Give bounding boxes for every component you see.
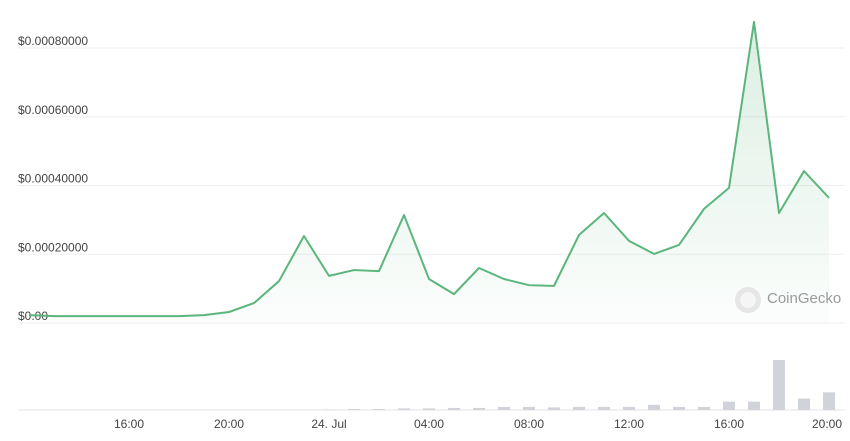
- volume-bar: [623, 406, 635, 410]
- volume-bar: [598, 406, 610, 410]
- y-tick-label: $0.00040000: [18, 172, 88, 186]
- volume-bar: [523, 406, 535, 410]
- x-tick-label: 24. Jul: [311, 417, 346, 431]
- volume-bar: [473, 407, 485, 410]
- volume-bar: [498, 406, 510, 410]
- volume-bar: [373, 408, 385, 410]
- volume-bar: [773, 360, 785, 410]
- y-tick-label: $0.00060000: [18, 103, 88, 117]
- volume-bar: [798, 398, 810, 410]
- volume-bar: [748, 401, 760, 410]
- x-tick-label: 16:00: [714, 417, 744, 431]
- volume-bar: [398, 408, 410, 410]
- y-tick-label: $0.00020000: [18, 240, 88, 254]
- x-tick-label: 20:00: [812, 417, 842, 431]
- volume-bar: [698, 406, 710, 410]
- x-tick-label: 08:00: [514, 417, 544, 431]
- volume-bar: [448, 407, 460, 410]
- watermark-text: CoinGecko: [767, 290, 841, 307]
- volume-bar: [723, 401, 735, 410]
- volume-bar: [573, 406, 585, 410]
- plot: $0.00$0.00020000$0.00040000$0.00060000$0…: [18, 20, 845, 431]
- y-tick-label: $0.00080000: [18, 34, 88, 48]
- price-area: [29, 21, 829, 323]
- volume-bar: [348, 408, 360, 410]
- watermark: CoinGecko: [735, 287, 841, 313]
- x-tick-label: 16:00: [114, 417, 144, 431]
- x-tick-label: 12:00: [614, 417, 644, 431]
- price-line: [28, 20, 830, 318]
- x-tick-label: 04:00: [414, 417, 444, 431]
- volume-bar: [823, 392, 835, 410]
- volume-bar: [323, 409, 335, 410]
- volume-bar: [648, 404, 660, 410]
- x-tick-label: 20:00: [214, 417, 244, 431]
- watermark-logo-inner: [740, 292, 756, 308]
- volume-bar: [548, 407, 560, 410]
- volume-bar: [673, 406, 685, 410]
- volume-bar: [423, 408, 435, 410]
